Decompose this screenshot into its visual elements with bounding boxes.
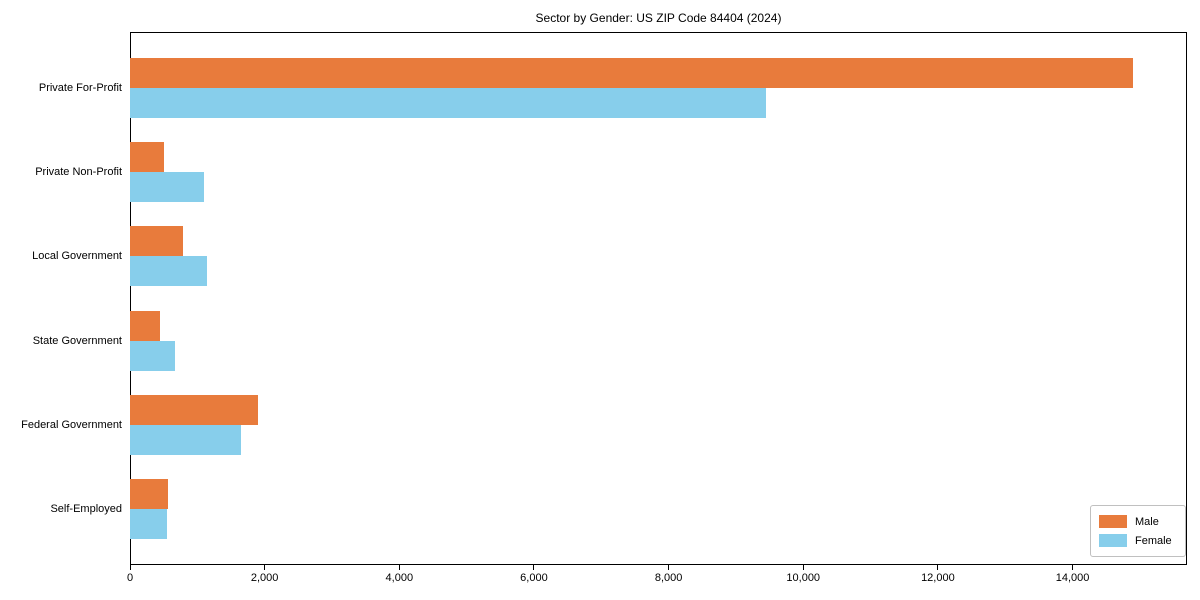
xtick-mark-4000 bbox=[398, 565, 400, 570]
bar-female-private-for-profit bbox=[130, 88, 767, 118]
bar-female-federal-government bbox=[130, 424, 242, 455]
bar-female-local-government bbox=[130, 256, 208, 287]
plot-border bbox=[130, 32, 1187, 565]
legend-label-female: Female bbox=[1135, 534, 1172, 547]
legend-entry-female: Female bbox=[1099, 531, 1177, 550]
bar-male-local-government bbox=[130, 226, 183, 257]
ytick-label-federal-government: Federal Government bbox=[21, 418, 122, 431]
xtick-label-14000: 14,000 bbox=[1055, 572, 1090, 584]
bar-male-state-government bbox=[130, 310, 160, 341]
xtick-label-0: 0 bbox=[126, 572, 134, 584]
legend-label-male: Male bbox=[1135, 515, 1159, 528]
xtick-mark-2000 bbox=[264, 565, 266, 570]
xtick-mark-6000 bbox=[533, 565, 535, 570]
xtick-label-10000: 10,000 bbox=[786, 572, 821, 584]
bar-male-private-for-profit bbox=[130, 58, 1134, 88]
legend-entry-male: Male bbox=[1099, 512, 1177, 531]
male-series-swatch bbox=[1099, 515, 1127, 528]
chart-title: Sector by Gender: US ZIP Code 84404 (202… bbox=[535, 11, 782, 25]
xtick-mark-10000 bbox=[802, 565, 804, 570]
bar-female-self-employed bbox=[130, 509, 168, 539]
xtick-mark-12000 bbox=[937, 565, 939, 570]
bar-female-state-government bbox=[130, 340, 176, 371]
bar-male-self-employed bbox=[130, 479, 169, 509]
xtick-mark-14000 bbox=[1072, 565, 1074, 570]
female-series-swatch bbox=[1099, 534, 1127, 547]
bar-male-private-non-profit bbox=[130, 142, 164, 173]
ytick-label-self-employed: Self-Employed bbox=[50, 503, 122, 515]
xtick-mark-0 bbox=[129, 565, 131, 570]
xtick-mark-8000 bbox=[668, 565, 670, 570]
xtick-label-4000: 4,000 bbox=[385, 572, 414, 584]
ytick-label-state-government: State Government bbox=[32, 334, 122, 347]
xtick-label-12000: 12,000 bbox=[921, 572, 955, 584]
legend: Male Female bbox=[1090, 505, 1186, 557]
ytick-label-private-for-profit: Private For-Profit bbox=[38, 82, 122, 94]
xtick-label-6000: 6,000 bbox=[520, 572, 548, 584]
xtick-label-2000: 2,000 bbox=[250, 572, 279, 584]
bar-female-private-non-profit bbox=[130, 172, 205, 203]
ytick-label-local-government: Local Government bbox=[32, 250, 122, 263]
bar-male-federal-government bbox=[130, 394, 258, 425]
ytick-label-private-non-profit: Private Non-Profit bbox=[35, 166, 122, 179]
xtick-label-8000: 8,000 bbox=[654, 572, 683, 584]
